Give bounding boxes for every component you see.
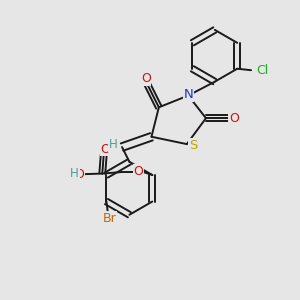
- Text: Br: Br: [103, 212, 116, 225]
- Text: N: N: [183, 88, 193, 101]
- Text: O: O: [133, 165, 143, 178]
- Text: H: H: [109, 138, 118, 151]
- Text: O: O: [229, 112, 239, 125]
- Text: S: S: [189, 139, 197, 152]
- Text: O: O: [100, 142, 110, 156]
- Text: O: O: [141, 72, 151, 85]
- Text: Cl: Cl: [256, 64, 268, 77]
- Text: O: O: [75, 168, 85, 181]
- Text: H: H: [70, 167, 79, 180]
